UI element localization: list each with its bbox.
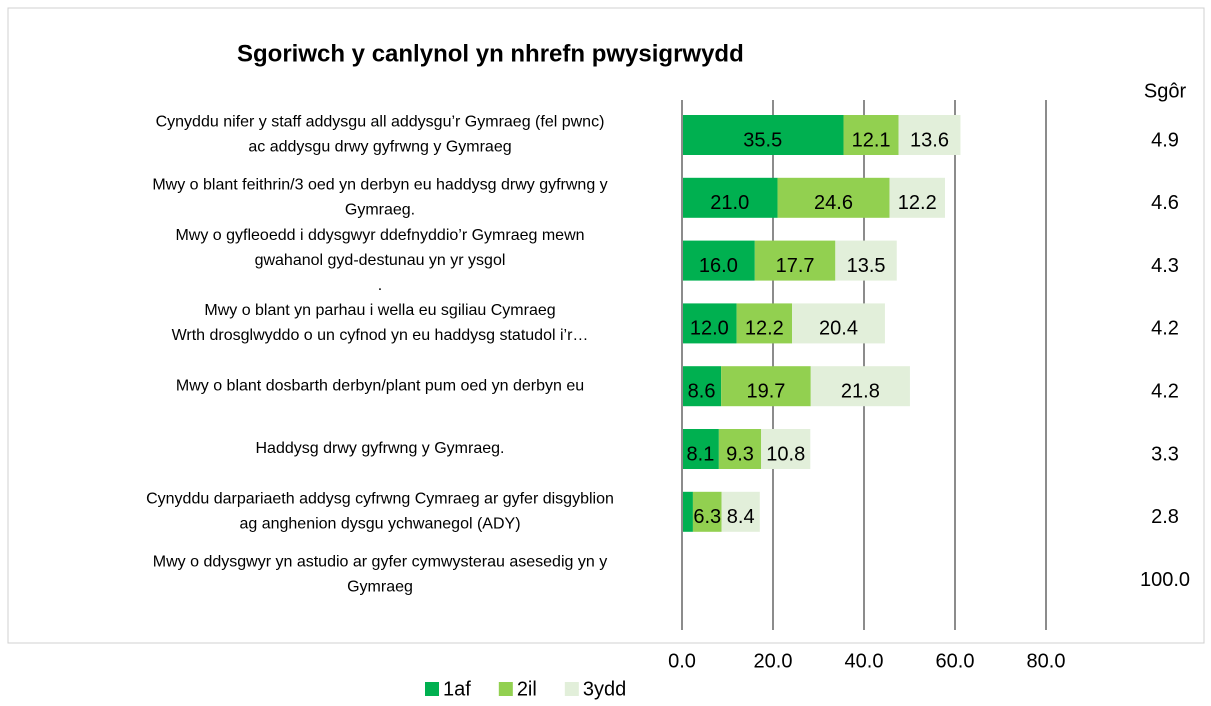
bar-segment: [682, 115, 844, 155]
bar-segment: [792, 303, 885, 344]
value-label: 13.5: [847, 255, 886, 277]
value-label: 35.5: [743, 129, 782, 151]
value-label: 21.8: [841, 380, 880, 402]
x-tick-label: 20.0: [754, 650, 793, 672]
bar-segment: [754, 240, 836, 281]
value-label: 8.4: [727, 506, 755, 528]
value-label: 12.2: [745, 318, 784, 340]
category-label: Gymraeg.: [345, 202, 415, 219]
category-label: gwahanol gyd-destunau yn yr ysgol: [255, 252, 506, 269]
bar-segment: [835, 240, 897, 281]
bar-segment: [777, 177, 890, 218]
x-tick-label: 40.0: [845, 650, 884, 672]
x-tick-label: 60.0: [936, 650, 975, 672]
legend-swatch: [498, 682, 513, 696]
legend-label: 2il: [517, 678, 537, 700]
category-label: ac addysgu drwy gyfrwng y Gymraeg: [248, 139, 511, 156]
score-label: 4.2: [1151, 380, 1179, 402]
chart-border: [7, 7, 1205, 644]
category-label: Cynyddu darpariaeth addysg cyfrwng Cymra…: [146, 491, 614, 508]
bar-segment: [682, 491, 693, 532]
bar-segment: [718, 429, 762, 469]
bar-segment: [682, 240, 755, 281]
bar-segment: [721, 366, 811, 407]
score-label: 100.0: [1140, 569, 1190, 591]
bar-segment: [810, 366, 910, 407]
bar-segment: [898, 115, 961, 155]
value-label: 13.6: [910, 129, 949, 151]
x-tick-label: 80.0: [1027, 650, 1066, 672]
score-title: Sgôr: [1144, 80, 1187, 102]
bar-segment: [682, 429, 719, 469]
legend-label: 1af: [443, 678, 471, 700]
category-label: Mwy o ddysgwyr yn astudio ar gyfer cymwy…: [153, 553, 607, 570]
value-label: 21.0: [710, 192, 749, 214]
chart-title: Sgoriwch y canlynol yn nhrefn pwysigrwyd…: [237, 40, 744, 67]
category-label: Mwy o gyfleoedd i ddysgwyr ddefnyddio’r …: [175, 227, 584, 244]
score-label: 4.3: [1151, 255, 1179, 277]
category-label: .: [378, 277, 382, 294]
value-label: 24.6: [814, 192, 853, 214]
bar-segment: [682, 303, 737, 344]
value-label: 9.3: [726, 443, 754, 465]
value-label: 8.1: [687, 443, 715, 465]
category-label: Gymraeg: [347, 578, 413, 595]
bar-segment: [843, 115, 899, 155]
score-label: 2.8: [1151, 506, 1179, 528]
value-label: 12.2: [898, 192, 937, 214]
value-label: 16.0: [699, 255, 738, 277]
score-label: 4.6: [1151, 192, 1179, 214]
bar-segment: [889, 177, 945, 218]
value-label: 17.7: [776, 255, 815, 277]
legend-swatch: [564, 682, 579, 696]
legend-label: 3ydd: [583, 678, 626, 700]
bar-segment: [736, 303, 793, 344]
value-label: 8.6: [688, 380, 716, 402]
value-label: 6.3: [693, 506, 721, 528]
category-label: Haddysg drwy gyfrwng y Gymraeg.: [256, 440, 505, 457]
bar-segment: [682, 366, 722, 407]
score-label: 4.2: [1151, 318, 1179, 340]
legend-swatch: [425, 682, 439, 696]
category-label: Cynyddu nifer y staff addysgu all addysg…: [156, 114, 605, 131]
value-label: 19.7: [746, 380, 785, 402]
value-label: 20.4: [819, 318, 858, 340]
category-label: Mwy o blant dosbarth derbyn/plant pum oe…: [176, 377, 584, 394]
x-tick-label: 0.0: [668, 650, 696, 672]
category-label: ag anghenion dysgu ychwanegol (ADY): [239, 516, 520, 533]
category-label: Mwy o blant yn parhau i wella eu sgiliau…: [204, 302, 555, 319]
bar-segment: [761, 429, 811, 469]
value-label: 12.1: [852, 129, 891, 151]
score-label: 3.3: [1151, 443, 1179, 465]
score-label: 4.9: [1151, 129, 1179, 151]
value-label: 12.0: [690, 318, 729, 340]
bar-segment: [721, 491, 760, 532]
category-label: Wrth drosglwyddo o un cyfnod yn eu haddy…: [172, 327, 589, 344]
category-label: Mwy o blant feithrin/3 oed yn derbyn eu …: [152, 177, 607, 194]
bar-segment: [682, 177, 778, 218]
bar-segment: [692, 491, 722, 532]
value-label: 10.8: [766, 443, 805, 465]
